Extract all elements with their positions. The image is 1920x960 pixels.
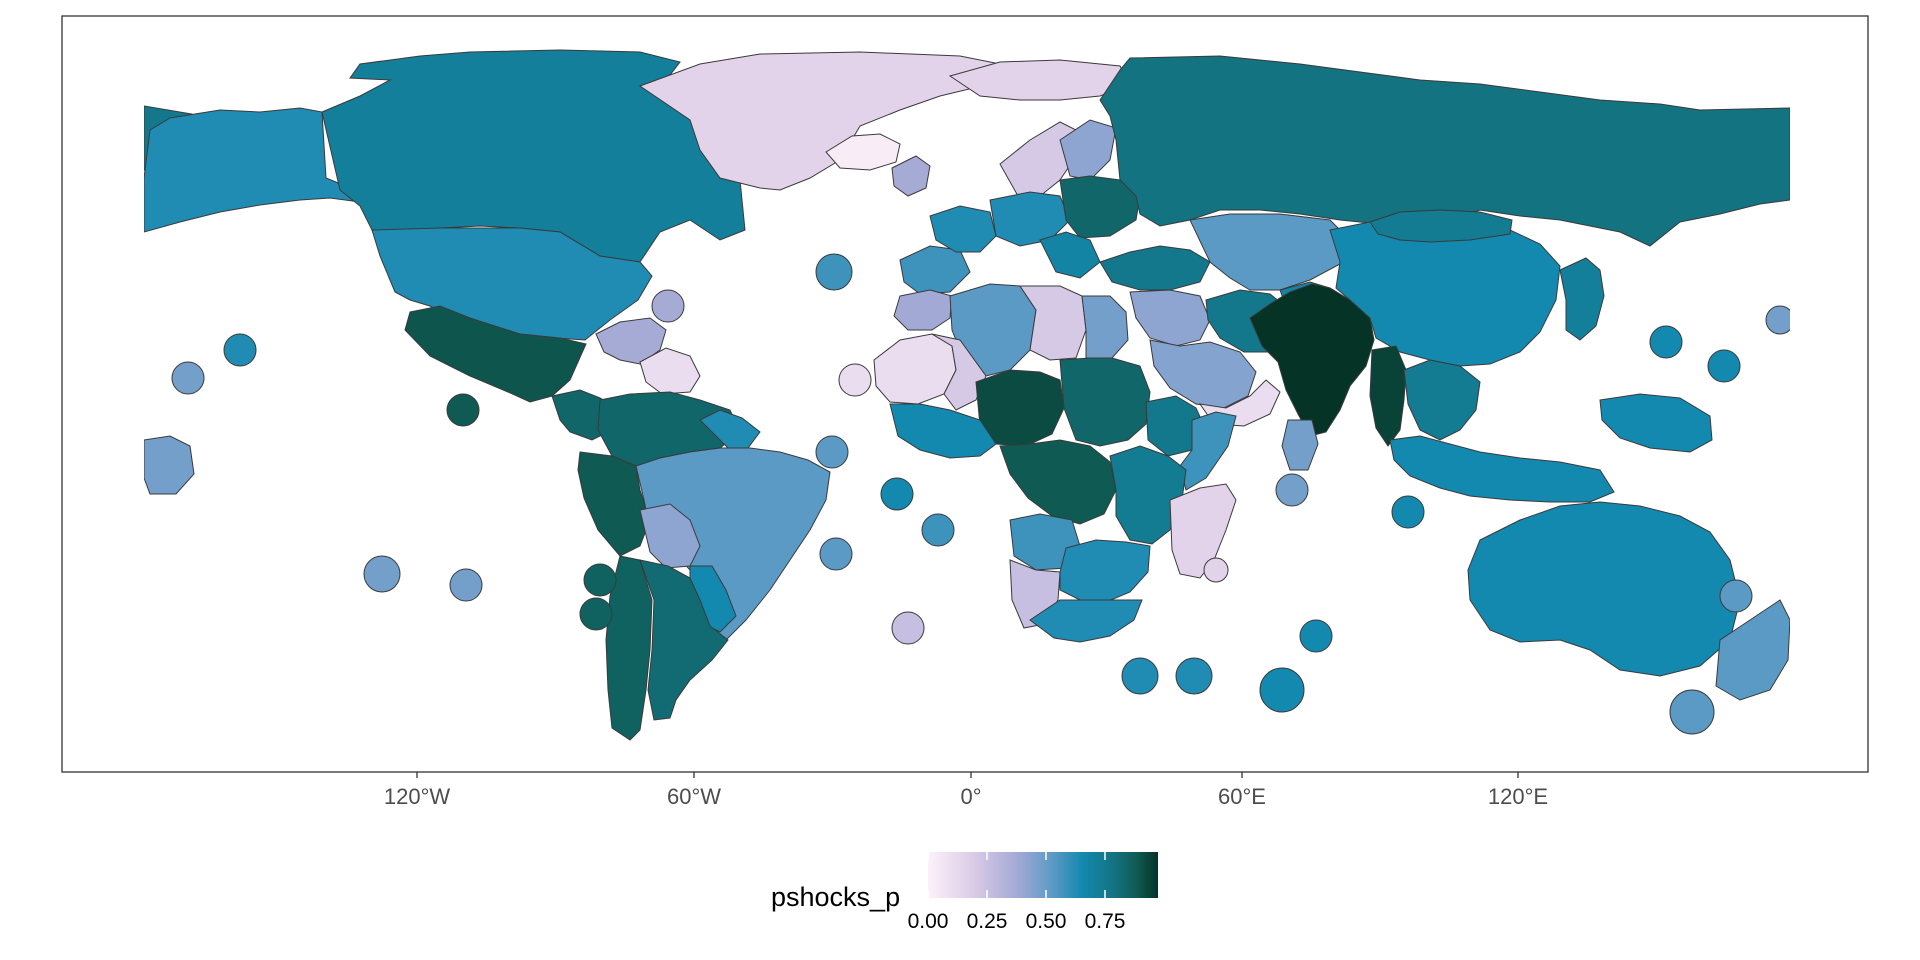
region-egypt[interactable] xyxy=(1081,295,1129,359)
legend-title: pshocks_p xyxy=(771,882,900,912)
island-aleutians[interactable] xyxy=(223,333,257,367)
region-australia[interactable] xyxy=(1467,501,1741,677)
region-new-zealand[interactable] xyxy=(1715,599,1790,701)
island-trindade[interactable] xyxy=(819,537,853,571)
island-fiji[interactable] xyxy=(1765,305,1794,335)
region-indonesia[interactable] xyxy=(1389,435,1615,503)
region-central-africa[interactable] xyxy=(999,439,1117,525)
island-hawaii[interactable] xyxy=(171,361,205,395)
region-france[interactable] xyxy=(929,205,997,253)
island-marianas[interactable] xyxy=(1707,349,1741,383)
region-saudi-arabia[interactable] xyxy=(1149,339,1257,409)
region-iceland[interactable] xyxy=(825,133,901,171)
north-america xyxy=(144,49,1131,441)
x-axis: 120°W 60°W 0° 60°E 120°E xyxy=(384,772,1548,809)
region-new-guinea[interactable] xyxy=(1599,393,1713,453)
legend-colorbar xyxy=(928,852,1158,898)
legend-ticks xyxy=(927,852,1106,898)
region-morocco[interactable] xyxy=(893,289,953,331)
x-tick-120w: 120°W xyxy=(384,772,451,809)
region-mali[interactable] xyxy=(931,333,987,411)
region-west-africa-coast[interactable] xyxy=(889,403,997,459)
island-christmas[interactable] xyxy=(1391,495,1425,529)
region-iberia[interactable] xyxy=(899,245,971,295)
south-america xyxy=(577,391,831,741)
island-tahiti[interactable] xyxy=(363,555,401,593)
island-ascension[interactable] xyxy=(880,477,914,511)
region-libya[interactable] xyxy=(1019,285,1087,361)
island-pitcairn[interactable] xyxy=(449,568,483,602)
region-mongolia[interactable] xyxy=(1369,209,1513,243)
island-reunion[interactable] xyxy=(1203,557,1229,583)
colorbar-legend: pshocks_p 0.00 0.25 0.50 0.75 xyxy=(771,852,1158,933)
island-tristan[interactable] xyxy=(891,611,925,645)
x-tick-label: 120°E xyxy=(1488,784,1548,809)
x-tick-label: 0° xyxy=(960,784,981,809)
island-juan-fernandez[interactable] xyxy=(583,563,617,597)
legend-tick-label: 0.00 xyxy=(908,910,949,933)
island-fernando[interactable] xyxy=(815,435,849,469)
legend-tick-label: 0.75 xyxy=(1085,910,1126,933)
x-tick-label: 60°E xyxy=(1218,784,1266,809)
region-chile-argentina[interactable] xyxy=(605,555,653,741)
region-korea-japan[interactable] xyxy=(1559,257,1605,341)
island-galapagos[interactable] xyxy=(446,393,480,427)
region-turkey-caucasus[interactable] xyxy=(1099,245,1211,291)
region-southern-africa[interactable] xyxy=(1059,539,1151,603)
africa xyxy=(873,283,1237,643)
region-indochina[interactable] xyxy=(1403,359,1481,441)
island-kerguelen[interactable] xyxy=(1121,657,1159,695)
island-bermuda[interactable] xyxy=(651,289,685,323)
island-crozet[interactable] xyxy=(1175,657,1213,695)
island-chagos[interactable] xyxy=(1299,619,1333,653)
island-st-helena[interactable] xyxy=(921,513,955,547)
region-myanmar[interactable] xyxy=(1369,345,1407,447)
region-eastern-europe[interactable] xyxy=(1059,175,1141,239)
region-uk-ireland[interactable] xyxy=(891,155,931,197)
x-tick-0: 0° xyxy=(960,772,982,809)
x-tick-label: 60°W xyxy=(667,784,721,809)
x-tick-60e: 60°E xyxy=(1218,772,1266,809)
region-russia[interactable] xyxy=(1099,55,1790,247)
region-greenland[interactable] xyxy=(638,51,1001,191)
oceania xyxy=(144,435,1790,701)
asia xyxy=(1099,55,1790,503)
island-cape-verde[interactable] xyxy=(838,363,872,397)
region-pacific-islands[interactable] xyxy=(144,435,195,495)
world-map xyxy=(144,49,1794,741)
region-central-europe[interactable] xyxy=(989,191,1071,247)
legend-tick-label: 0.50 xyxy=(1026,910,1067,933)
island-guam[interactable] xyxy=(1649,325,1683,359)
legend-tick-label: 0.25 xyxy=(967,910,1008,933)
region-madagascar[interactable] xyxy=(1169,483,1237,579)
region-horn-somalia[interactable] xyxy=(1179,411,1237,491)
island-norfolk[interactable] xyxy=(1719,579,1753,613)
region-caribbean-east[interactable] xyxy=(639,347,701,395)
island-maldives[interactable] xyxy=(1275,473,1309,507)
region-chad-sudan[interactable] xyxy=(1059,357,1151,447)
island-heard[interactable] xyxy=(1259,667,1305,713)
region-central-asia[interactable] xyxy=(1189,213,1351,291)
region-south-africa[interactable] xyxy=(1029,599,1143,643)
region-argentina[interactable] xyxy=(639,559,729,721)
region-east-africa[interactable] xyxy=(1109,445,1187,545)
region-ecuador-peru[interactable] xyxy=(577,451,651,557)
region-finland[interactable] xyxy=(1059,119,1117,181)
region-caribbean-north[interactable] xyxy=(595,317,667,365)
region-middle-east[interactable] xyxy=(1129,289,1211,347)
island-macquarie[interactable] xyxy=(1669,689,1715,735)
island-easter[interactable] xyxy=(579,597,613,631)
region-sri-lanka[interactable] xyxy=(1281,419,1319,471)
x-tick-60w: 60°W xyxy=(667,772,721,809)
x-tick-120e: 120°E xyxy=(1488,772,1548,809)
x-tick-label: 120°W xyxy=(384,784,451,809)
region-india[interactable] xyxy=(1249,283,1375,437)
bubble-islands xyxy=(171,253,1794,735)
island-azores[interactable] xyxy=(815,253,853,291)
region-bolivia[interactable] xyxy=(639,503,701,569)
europe xyxy=(891,119,1141,295)
